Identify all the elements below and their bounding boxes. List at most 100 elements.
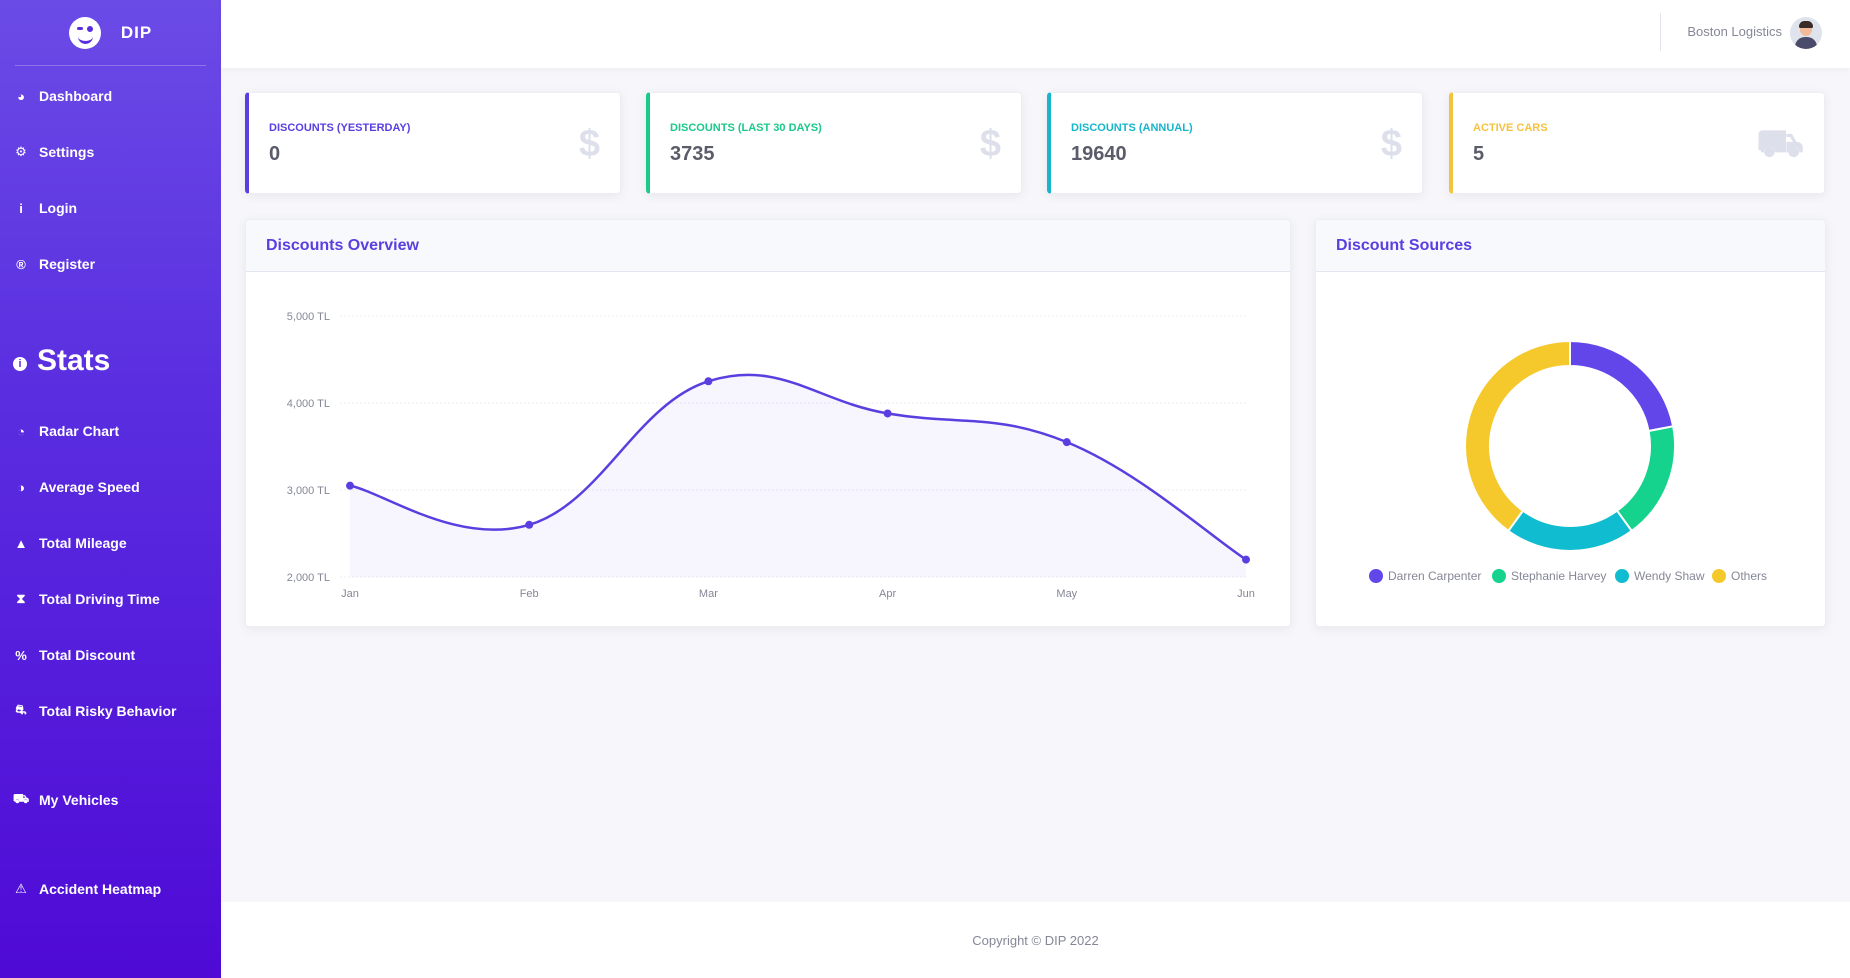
speedometer-icon: ◑ xyxy=(17,479,25,495)
discount-sources-panel: Discount Sources Darren Carpenter Stephan… xyxy=(1315,219,1826,627)
y-tick-label: 4,000 TL xyxy=(287,398,330,410)
legend-swatch xyxy=(1712,569,1726,583)
sidebar-item-average-speed[interactable]: ◑ Average Speed xyxy=(13,479,140,495)
car-icon: ⛟ xyxy=(1756,123,1804,165)
legend-label: Others xyxy=(1731,569,1767,583)
topbar: Boston Logistics xyxy=(221,0,1850,68)
alarm-icon: ⚠ xyxy=(15,881,27,896)
avatar[interactable] xyxy=(1790,17,1822,49)
discounts-line-chart: 2,000 TL 3,000 TL 4,000 TL 5,000 TL Jan Feb Ma… xyxy=(287,311,1255,600)
data-point[interactable] xyxy=(704,377,713,386)
hourglass-icon: ⧗ xyxy=(16,591,26,606)
radar-icon: ◔ xyxy=(17,423,25,439)
registered-icon: ® xyxy=(16,256,26,272)
x-tick-label: May xyxy=(1056,588,1077,600)
car-crash-icon: ⛐ xyxy=(15,702,27,717)
sidebar-item-total-discount[interactable]: % Total Discount xyxy=(13,647,135,663)
stat-value: 5 xyxy=(1473,143,1485,165)
sidebar-item-label: Dashboard xyxy=(39,88,113,104)
sidebar-item-label: Total Mileage xyxy=(39,535,127,551)
sidebar-item-label: Settings xyxy=(39,144,95,160)
stat-label: Discounts (Last 30 Days) xyxy=(670,122,822,134)
y-tick-label: 2,000 TL xyxy=(287,572,330,584)
data-point[interactable] xyxy=(525,520,534,529)
legend-swatch xyxy=(1615,569,1629,583)
stat-card-active-cars: Active Cars 5 ⛟ xyxy=(1449,92,1825,194)
sidebar-item-label: Average Speed xyxy=(39,479,140,495)
x-tick-label: Apr xyxy=(879,588,896,600)
sidebar: DIP ◕ Dashboard ⚙ Settings i Login ® Reg… xyxy=(0,0,221,978)
stat-label: Active Cars xyxy=(1473,122,1548,134)
stat-card-discounts-annual: Discounts (Annual) 19640 $ xyxy=(1047,92,1423,194)
series-line xyxy=(349,373,1247,561)
donut-slice[interactable] xyxy=(1615,425,1676,533)
data-point[interactable] xyxy=(1242,555,1250,564)
brand-name: DIP xyxy=(120,22,153,42)
y-tick-label: 3,000 TL xyxy=(287,485,330,497)
sidebar-item-label: Total Risky Behavior xyxy=(39,703,177,719)
sidebar-item-label: My Vehicles xyxy=(39,792,119,808)
sidebar-item-total-driving-time[interactable]: ⧗ Total Driving Time xyxy=(13,591,160,607)
user-name[interactable]: Boston Logistics xyxy=(1687,24,1782,39)
dollar-icon: $ xyxy=(578,123,600,165)
donut-slice[interactable] xyxy=(1569,339,1675,433)
road-icon: ▲ xyxy=(14,535,28,551)
stat-label: Discounts (Yesterday) xyxy=(269,122,411,134)
stat-card-discounts-30-days: Discounts (Last 30 Days) 3735 $ xyxy=(646,92,1022,194)
donut-slice[interactable] xyxy=(1464,339,1571,533)
info-circle-icon: i xyxy=(13,357,27,371)
y-tick-label: 5,000 TL xyxy=(287,311,330,323)
sidebar-item-register[interactable]: ® Register xyxy=(13,256,95,272)
panel-title: Discount Sources xyxy=(1336,236,1473,254)
footer: Copyright © DIP 2022 xyxy=(221,902,1850,978)
wink-logo-icon xyxy=(68,16,101,49)
sidebar-item-total-risky-behavior[interactable]: ⛐ Total Risky Behavior xyxy=(13,702,177,719)
brand[interactable]: DIP xyxy=(15,0,206,66)
stat-card-discounts-yesterday: Discounts (Yesterday) 0 $ xyxy=(245,92,621,194)
discounts-overview-panel: Discounts Overview 2,000 TL 3,000 TL 4,000… xyxy=(245,219,1291,627)
series-area xyxy=(350,374,1246,577)
donut-slice[interactable] xyxy=(1506,509,1634,552)
copyright-text: Copyright © DIP 2022 xyxy=(972,932,1099,948)
dollar-icon: $ xyxy=(979,123,1001,165)
x-tick-label: Feb xyxy=(520,588,539,600)
dollar-icon: $ xyxy=(1380,123,1402,165)
x-tick-label: Mar xyxy=(699,588,718,600)
stat-label: Discounts (Annual) xyxy=(1071,122,1193,134)
sidebar-item-dashboard[interactable]: ◕ Dashboard xyxy=(13,88,112,104)
sidebar-item-total-mileage[interactable]: ▲ Total Mileage xyxy=(13,535,127,551)
panel-header: Discounts Overview xyxy=(246,220,1290,272)
sidebar-item-label: Register xyxy=(39,256,96,272)
topbar-divider xyxy=(1660,13,1661,51)
panel-title: Discounts Overview xyxy=(266,236,419,254)
stat-value: 19640 xyxy=(1071,143,1127,165)
legend-label: Darren Carpenter xyxy=(1388,569,1481,583)
sidebar-item-radar-chart[interactable]: ◔ Radar Chart xyxy=(13,423,119,439)
sidebar-item-label: Accident Heatmap xyxy=(39,881,162,897)
sidebar-item-login[interactable]: i Login xyxy=(13,200,77,216)
sidebar-section-label: Stats xyxy=(37,344,111,377)
legend-label: Stephanie Harvey xyxy=(1511,569,1606,583)
legend-label: Wendy Shaw xyxy=(1634,569,1705,583)
x-tick-label: Jan xyxy=(341,588,359,600)
car-icon: ⛟ xyxy=(12,791,30,806)
percent-icon: % xyxy=(15,647,27,663)
data-point[interactable] xyxy=(346,481,354,490)
sidebar-item-label: Total Discount xyxy=(39,647,136,663)
sidebar-item-label: Total Driving Time xyxy=(39,591,160,607)
legend-swatch xyxy=(1492,569,1506,583)
sidebar-item-settings[interactable]: ⚙ Settings xyxy=(13,144,94,160)
data-point[interactable] xyxy=(1062,438,1071,447)
sidebar-item-label: Login xyxy=(39,200,78,216)
sidebar-item-accident-heatmap[interactable]: ⚠ Accident Heatmap xyxy=(13,881,161,897)
sidebar-item-my-vehicles[interactable]: ⛟ My Vehicles xyxy=(12,791,119,808)
stat-value: 3735 xyxy=(670,143,715,165)
sidebar-item-label: Radar Chart xyxy=(39,423,120,439)
legend-swatch xyxy=(1369,569,1383,583)
x-tick-label: Jun xyxy=(1237,588,1255,600)
info-icon: i xyxy=(19,200,23,216)
discount-sources-donut-chart: Darren Carpenter Stephanie Harvey Wendy Sh… xyxy=(1369,339,1767,583)
data-point[interactable] xyxy=(883,409,892,418)
sidebar-section-stats[interactable]: i Stats xyxy=(13,344,110,378)
gears-icon: ⚙ xyxy=(15,144,27,159)
